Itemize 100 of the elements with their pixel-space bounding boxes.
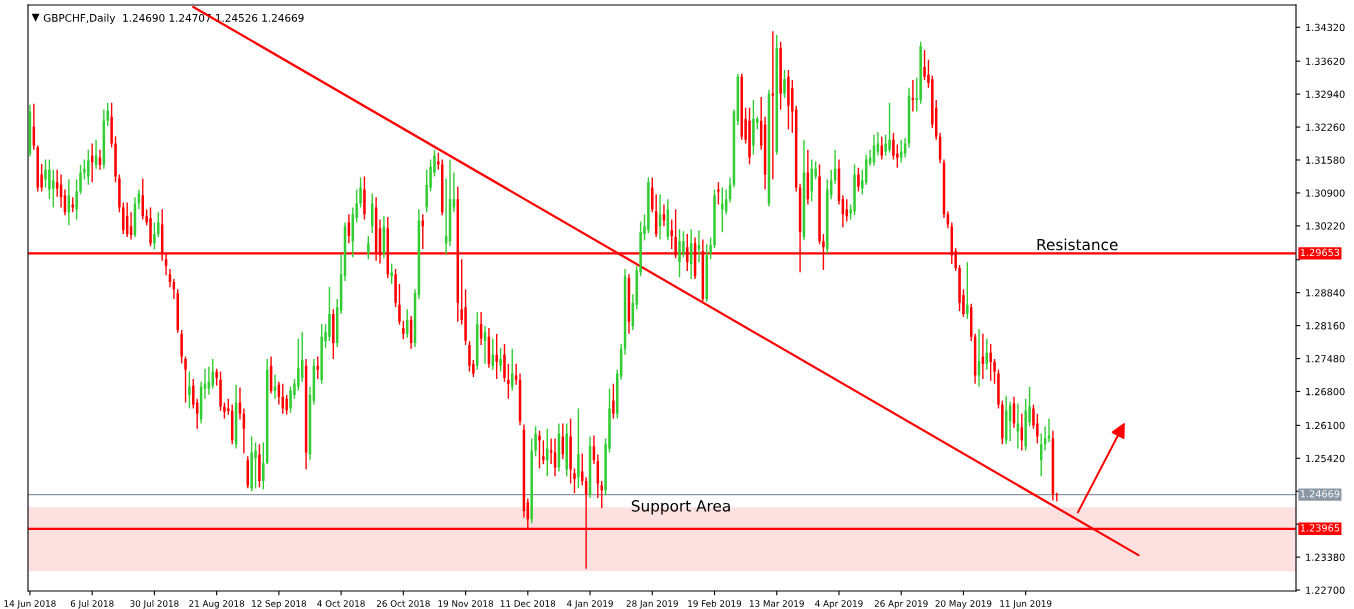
y-tick-label: 1.25420 [1306,454,1345,463]
candlestick [670,218,673,250]
candlestick [52,168,55,209]
x-tick-label: 12 Sep 2018 [252,600,307,609]
candlestick [721,186,724,233]
x-tick-label: 26 Oct 2018 [376,600,430,607]
candlestick [958,264,961,312]
candlestick [180,329,183,365]
candlestick [507,363,510,400]
x-tick-label: 11 Dec 2018 [500,600,556,607]
candlestick [966,261,969,320]
candlestick [425,168,428,213]
y-tick-label: 1.33620 [1306,57,1345,66]
candlestick [857,167,860,193]
candlestick [495,333,498,380]
candlestick [367,235,370,260]
candlestick [884,134,887,157]
candlestick [254,441,257,490]
candlestick [289,385,292,414]
x-tick-label: 11 Jun 2019 [1000,600,1052,609]
x-tick-label: 4 Oct 2018 [317,600,365,607]
x-tick-label: 19 Nov 2018 [438,600,493,607]
candlestick [499,347,502,373]
candlestick [678,228,681,278]
candlestick [328,286,331,342]
candlestick [114,135,117,183]
y-tick-label: 1.26800 [1306,387,1345,396]
candlestick [853,163,856,216]
x-tick-label: 13 Mar 2019 [749,600,804,607]
y-tick-label: 1.23380 [1306,553,1345,561]
candlestick [184,355,187,404]
x-tick-label: 14 Jun 2018 [4,600,56,609]
candlestick [514,363,518,386]
y-tick-label: 1.27480 [1306,355,1345,363]
candlestick [989,343,992,382]
candlestick [320,323,323,385]
candlestick [573,467,576,494]
candlestick [297,337,300,392]
x-tick-label: 6 Jul 2018 [70,600,114,609]
candlestick [577,407,580,490]
candlestick [141,177,144,221]
candlestick [285,394,288,416]
candlestick [398,283,401,326]
candlestick [149,206,152,247]
candlestick [79,164,82,196]
candlestick [219,370,222,412]
x-tick-label: 30 Jul 2018 [130,600,179,609]
y-tick-label: 1.30900 [1306,189,1345,197]
candlestick [262,441,265,490]
candlestick [188,370,191,410]
x-tick-label: 4 Jan 2019 [567,600,613,609]
candlestick [647,176,650,234]
candlestick [48,158,51,200]
candlestick [783,69,786,99]
candlestick [888,102,891,154]
x-tick-label: 21 Aug 2018 [189,600,245,609]
y-tick-label: 1.31580 [1306,156,1345,164]
candlestick [402,320,405,340]
candlestick [919,41,922,105]
y-tick-label: 1.32260 [1306,123,1345,131]
candlestick [87,149,90,186]
candlestick [787,69,790,131]
candlestick [542,439,545,465]
candlestick [923,49,926,81]
candlestick [215,368,218,387]
y-tick-label: 1.34320 [1306,23,1345,32]
candlestick [83,158,86,181]
candlestick [437,152,440,171]
candlestick [748,106,751,166]
candlestick [546,428,549,477]
candlestick [779,41,782,111]
candlestick [503,343,506,383]
candlestick [110,102,113,149]
band-label: Support Area [631,500,730,515]
candlestick [818,163,821,245]
candlestick [223,401,226,420]
ref-line-label: 1.24669 [1300,490,1340,498]
candlestick [892,132,895,161]
candlestick [612,383,615,420]
candlestick [464,288,467,346]
annotation: Resistance [1037,238,1118,251]
x-tick-label: 4 Apr 2019 [815,600,863,609]
y-tick-label: 1.28160 [1306,322,1345,330]
candlestick [752,99,755,156]
ref-line-label: 1.29653 [1300,248,1340,257]
y-tick-label: 1.28840 [1306,289,1345,297]
candlestick [997,368,1000,410]
candlestick [394,268,397,308]
candlestick [122,201,125,235]
candlestick [468,340,471,373]
candlestick [390,262,393,285]
candlestick [709,236,712,260]
x-tick-label: 28 Jan 2019 [626,600,678,609]
candlestick [332,308,335,360]
candlestick [359,176,362,209]
candlestick [118,173,121,213]
candlestick [534,425,537,458]
candlestick [713,188,716,249]
candlestick [192,378,195,410]
text: GBPCHF,Daily 1.24690 1.24707 1.24526 1.24669 [43,13,304,24]
